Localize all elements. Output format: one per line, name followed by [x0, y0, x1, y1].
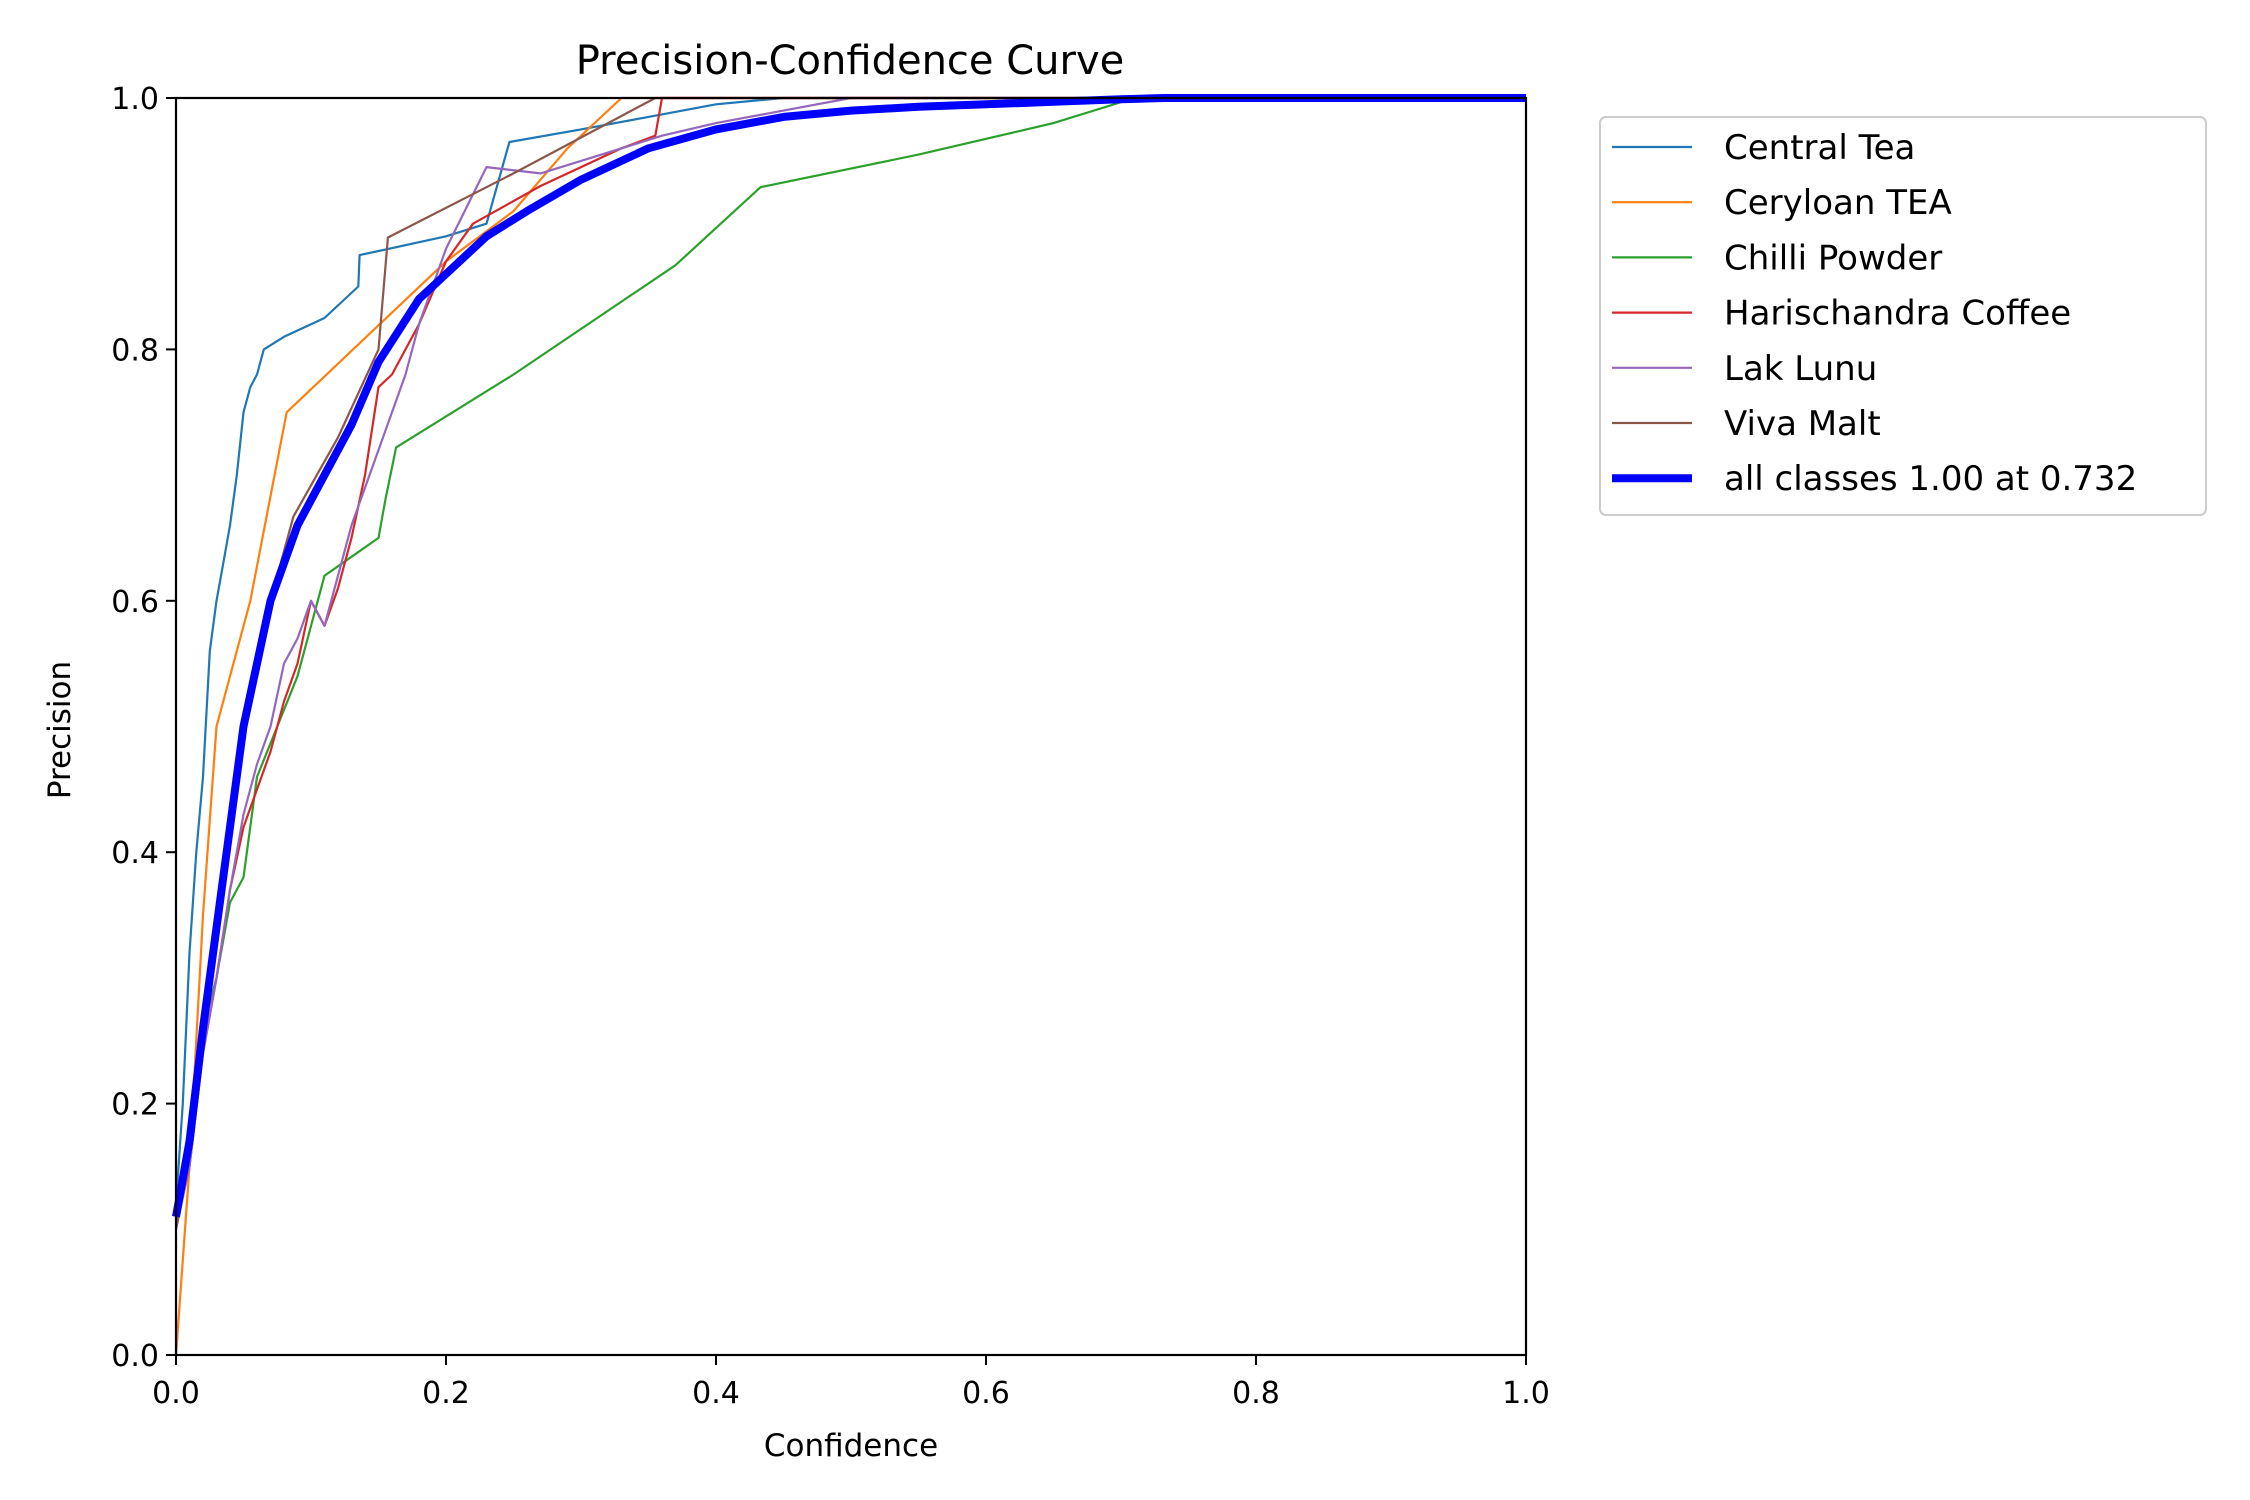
- series-line-6: [172, 94, 1526, 1218]
- plot-frame: [174, 96, 1528, 1357]
- x-tick-label: 0.6: [962, 1376, 1010, 1411]
- x-tick-label: 1.0: [1502, 1376, 1550, 1411]
- y-axis-label: Precision: [42, 661, 78, 799]
- legend-label-3: Harischandra Coffee: [1724, 294, 2071, 334]
- series-line-3: [174, 96, 1526, 1217]
- series-line-1: [174, 96, 1526, 1356]
- plot-series: [172, 94, 1526, 1356]
- series-line-4: [174, 96, 1526, 1230]
- series-line-5: [174, 96, 1526, 1230]
- x-axis-label: Confidence: [764, 1428, 938, 1464]
- legend-label-6: all classes 1.00 at 0.732: [1724, 459, 2137, 499]
- legend: Central Tea Ceryloan TEA Chilli Powder Hari…: [1599, 116, 2207, 516]
- y-tick-label: 0.6: [111, 585, 159, 620]
- x-axis-ticks: 0.0 0.2 0.4 0.6 0.8 1.0: [152, 1355, 1550, 1411]
- y-tick-label: 1.0: [111, 82, 159, 117]
- x-tick-label: 0.0: [152, 1376, 200, 1411]
- y-tick-label: 0.2: [111, 1088, 159, 1123]
- legend-label-2: Chilli Powder: [1724, 238, 1942, 278]
- legend-label-1: Ceryloan TEA: [1724, 183, 1952, 223]
- x-tick-label: 0.8: [1232, 1376, 1280, 1411]
- series-line-2: [174, 96, 1526, 1217]
- y-axis-ticks: 0.0 0.2 0.4 0.6 0.8 1.0: [111, 82, 176, 1374]
- series-line-0: [174, 96, 1526, 1205]
- y-tick-label: 0.0: [111, 1339, 159, 1374]
- legend-box: [1599, 116, 2207, 516]
- y-tick-label: 0.4: [111, 836, 159, 871]
- legend-items: Central Tea Ceryloan TEA Chilli Powder Hari…: [1612, 128, 2137, 499]
- legend-label-0: Central Tea: [1724, 128, 1915, 168]
- x-tick-label: 0.2: [422, 1376, 470, 1411]
- legend-label-5: Viva Malt: [1724, 404, 1881, 444]
- y-tick-label: 0.8: [111, 333, 159, 368]
- legend-label-4: Lak Lunu: [1724, 349, 1877, 389]
- x-tick-label: 0.4: [692, 1376, 740, 1411]
- chart-title: Precision-Confidence Curve: [576, 38, 1125, 84]
